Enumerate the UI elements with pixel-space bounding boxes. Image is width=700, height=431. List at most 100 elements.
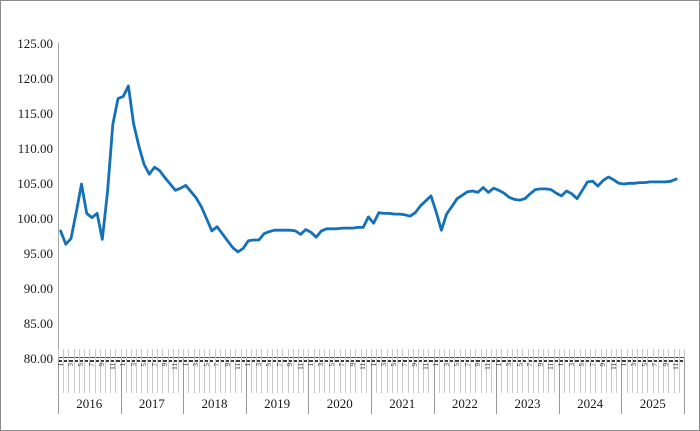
month-dash	[445, 360, 449, 362]
month-tick-label: 3	[129, 363, 138, 367]
month-tick-label: 7	[588, 363, 597, 367]
month-tick-line	[590, 349, 591, 393]
month-tick-line	[267, 349, 268, 393]
month-tick-line	[235, 349, 236, 393]
month-dash	[549, 360, 553, 362]
month-tick-label: 9	[536, 363, 545, 367]
month-tick-label: 11	[672, 363, 681, 370]
month-tick-line	[460, 349, 461, 393]
month-dash	[643, 360, 647, 362]
month-dash	[507, 360, 511, 362]
month-tick-line	[658, 349, 659, 393]
month-dash	[121, 360, 125, 362]
month-tick-label: 5	[515, 363, 524, 367]
month-dash	[111, 360, 115, 362]
data-series-line	[59, 84, 678, 254]
month-tick-line	[668, 349, 669, 393]
year-label: 2016	[76, 396, 103, 411]
year-label: 2019	[264, 396, 291, 411]
month-tick-line	[627, 349, 628, 393]
month-tick-line	[355, 349, 356, 393]
month-dash	[241, 360, 245, 362]
month-tick-line	[204, 349, 205, 393]
month-dash	[559, 360, 563, 362]
month-tick-label: 11	[359, 363, 368, 370]
month-tick-line	[653, 349, 654, 393]
month-tick-label: 7	[87, 363, 96, 367]
month-tick-line	[105, 349, 106, 393]
month-tick-line	[340, 349, 341, 393]
month-tick-line	[574, 349, 575, 393]
month-tick-line	[152, 349, 153, 393]
month-tick-label: 1	[119, 363, 128, 367]
month-tick-line	[454, 349, 455, 393]
month-tick-label: 5	[77, 363, 86, 367]
month-tick-line	[162, 349, 163, 393]
month-tick-label: 7	[275, 363, 284, 367]
month-tick-line	[507, 349, 508, 393]
month-tick-label: 3	[317, 363, 326, 367]
month-tick-line	[350, 349, 351, 393]
month-tick-label: 5	[202, 363, 211, 367]
month-tick-label: 7	[651, 363, 660, 367]
year-label: 2023	[514, 396, 541, 411]
month-dash	[199, 360, 204, 362]
month-tick-label: 11	[233, 363, 242, 370]
month-dash	[283, 360, 287, 362]
month-dash	[288, 360, 292, 362]
month-tick-label: 9	[98, 363, 107, 367]
month-dash	[460, 360, 464, 362]
month-tick-label: 3	[67, 363, 76, 367]
month-dash	[90, 360, 94, 362]
month-tick-label: 3	[254, 363, 263, 367]
month-dash	[205, 360, 209, 362]
month-dash	[366, 360, 370, 362]
month-tick-line	[178, 349, 179, 393]
month-dash	[298, 360, 303, 362]
month-tick-line	[387, 349, 388, 393]
month-tick-line	[272, 349, 273, 393]
month-tick-line	[298, 349, 299, 393]
month-tick-line	[522, 349, 523, 393]
month-tick-line	[512, 349, 513, 393]
month-tick-label: 9	[599, 363, 608, 367]
month-dash	[173, 360, 177, 362]
month-dash	[225, 360, 230, 362]
month-tick-line	[606, 349, 607, 393]
month-tick-line	[303, 349, 304, 393]
month-tick-label: 7	[150, 363, 159, 367]
month-tick-label: 9	[286, 363, 295, 367]
month-dash	[596, 360, 600, 362]
month-dash	[575, 360, 579, 362]
month-tick-line	[314, 349, 315, 393]
month-dash	[617, 360, 621, 362]
month-dash	[372, 360, 376, 362]
month-dash	[471, 360, 475, 362]
month-dash	[638, 360, 642, 362]
month-dash	[497, 360, 501, 362]
month-dash	[518, 360, 522, 362]
year-separator-line	[434, 358, 435, 414]
month-dash	[163, 360, 167, 362]
month-tick-line	[63, 349, 64, 393]
month-dash	[79, 360, 84, 362]
month-tick-line	[251, 349, 252, 393]
month-tick-line	[491, 349, 492, 393]
month-dash	[278, 360, 282, 362]
month-tick-label: 1	[557, 363, 566, 367]
month-dash	[361, 360, 365, 362]
month-dash	[439, 360, 444, 362]
month-tick-line	[220, 349, 221, 393]
month-dash	[669, 360, 673, 362]
month-dash	[591, 360, 595, 362]
year-separator-line	[183, 358, 184, 414]
month-dash	[262, 360, 266, 362]
month-tick-label: 1	[620, 363, 628, 367]
month-tick-line	[115, 349, 116, 393]
month-tick-line	[173, 349, 174, 393]
month-tick-line	[470, 349, 471, 393]
month-tick-label: 1	[369, 363, 378, 367]
y-axis-tick-label: 125.00	[17, 36, 53, 51]
